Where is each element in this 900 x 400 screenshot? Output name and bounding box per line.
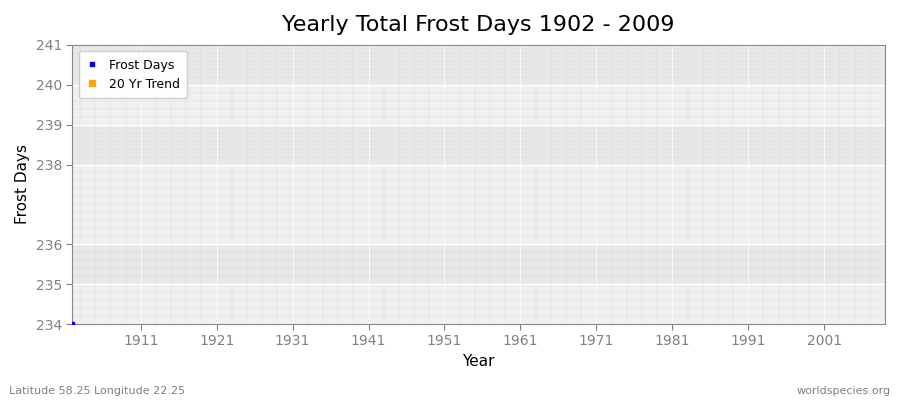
- Bar: [72, 284, 885, 324]
- Title: Yearly Total Frost Days 1902 - 2009: Yearly Total Frost Days 1902 - 2009: [283, 15, 675, 35]
- Y-axis label: Frost Days: Frost Days: [15, 144, 30, 224]
- Bar: [72, 125, 885, 164]
- Bar: [72, 85, 885, 125]
- Legend: Frost Days, 20 Yr Trend: Frost Days, 20 Yr Trend: [78, 51, 187, 98]
- Bar: [72, 45, 885, 85]
- Text: worldspecies.org: worldspecies.org: [796, 386, 891, 396]
- X-axis label: Year: Year: [463, 354, 495, 369]
- Text: Latitude 58.25 Longitude 22.25: Latitude 58.25 Longitude 22.25: [9, 386, 185, 396]
- Bar: [72, 244, 885, 284]
- Bar: [72, 164, 885, 244]
